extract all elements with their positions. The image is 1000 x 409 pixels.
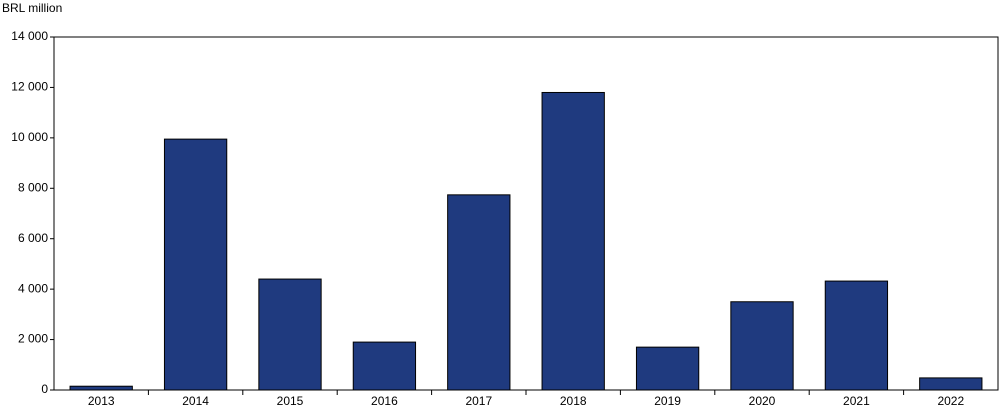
x-tick-label: 2018 <box>560 394 587 408</box>
x-tick-label: 2020 <box>749 394 776 408</box>
x-tick-label: 2016 <box>371 394 398 408</box>
y-tick-label: 2 000 <box>18 332 48 346</box>
bar <box>163 138 228 391</box>
x-tick-label: 2014 <box>182 394 209 408</box>
y-tick-label: 12 000 <box>11 80 48 94</box>
y-tick-label: 8 000 <box>18 180 48 194</box>
bar <box>352 341 417 391</box>
x-tick-label: 2019 <box>654 394 681 408</box>
y-tick-label: 0 <box>41 382 48 396</box>
y-tick-label: 4 000 <box>18 281 48 295</box>
bar <box>258 278 322 391</box>
x-tick-label: 2022 <box>937 394 964 408</box>
bar <box>635 346 700 391</box>
bar <box>447 194 511 391</box>
y-axis-label: BRL million <box>2 1 62 15</box>
bar <box>730 301 794 391</box>
x-tick-label: 2015 <box>277 394 304 408</box>
x-tick-label: 2021 <box>843 394 870 408</box>
x-tick-label: 2013 <box>88 394 115 408</box>
y-tick-label: 14 000 <box>11 29 48 43</box>
bar <box>69 385 133 391</box>
bar <box>919 377 983 391</box>
x-tick-label: 2017 <box>465 394 492 408</box>
y-tick-label: 6 000 <box>18 231 48 245</box>
y-tick-label: 10 000 <box>11 130 48 144</box>
bar <box>824 280 889 391</box>
bar <box>541 91 605 391</box>
